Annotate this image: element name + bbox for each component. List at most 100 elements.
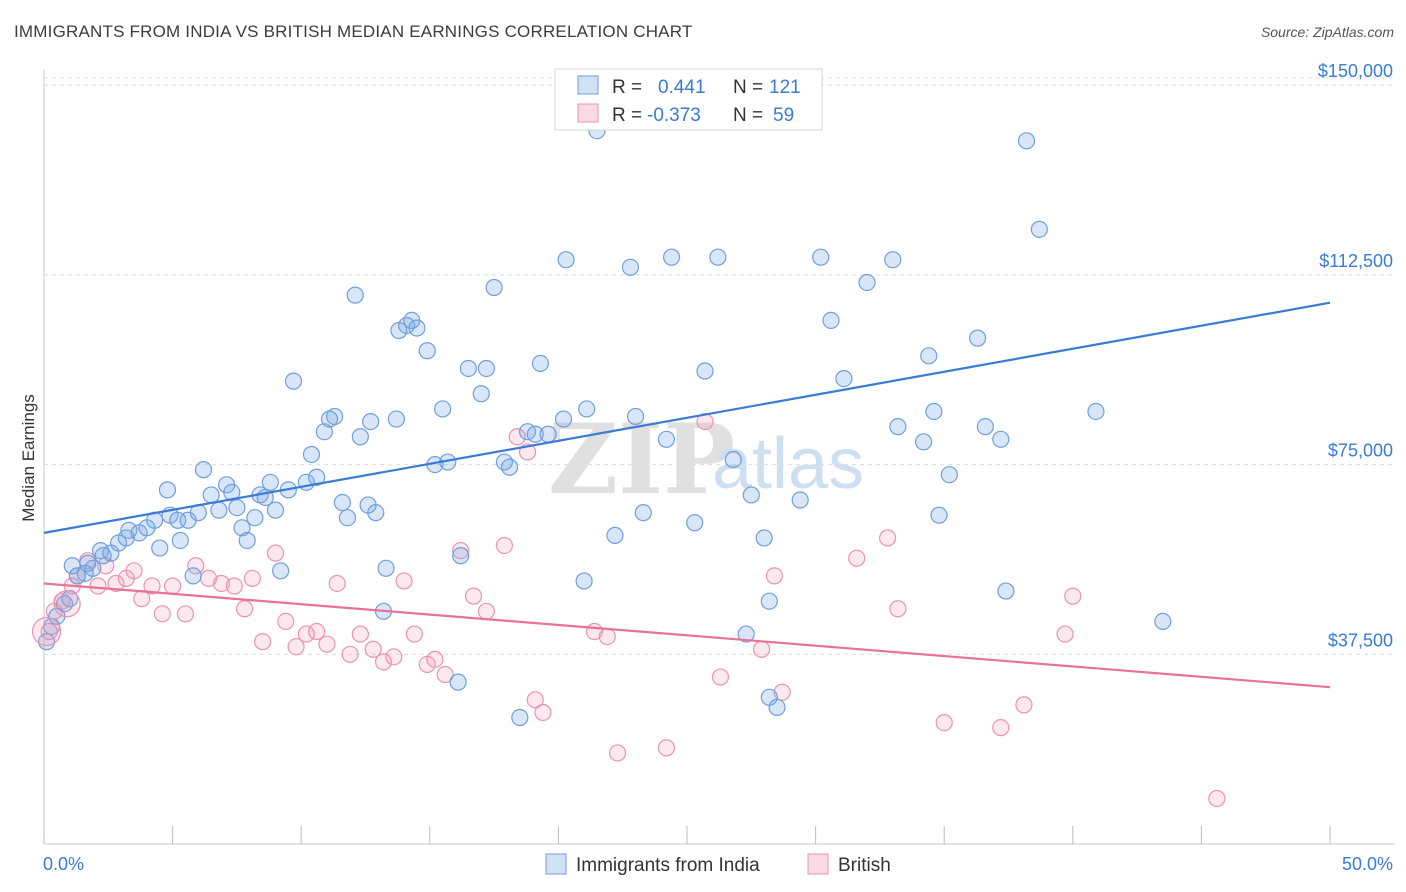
india-point	[925, 402, 943, 421]
india-point	[920, 347, 938, 365]
india-point	[737, 625, 755, 643]
india-point	[709, 248, 727, 266]
india-point	[768, 698, 786, 717]
british-point	[1064, 587, 1082, 605]
british-point	[287, 638, 305, 656]
british-point	[508, 428, 526, 446]
british-point	[341, 645, 359, 663]
india-point	[302, 445, 321, 464]
india-point	[696, 362, 714, 380]
british-trend-line	[43, 582, 1331, 689]
british-point	[526, 691, 544, 709]
x-tick-label-min: 0.0%	[43, 854, 84, 874]
british-point	[848, 549, 866, 567]
series-legend-label-british: British	[838, 855, 891, 876]
india-point	[495, 453, 513, 471]
british-point	[452, 541, 470, 560]
british-point	[266, 544, 285, 562]
india-point	[459, 359, 477, 378]
series-legend: Immigrants from India British	[545, 853, 891, 876]
british-point	[187, 557, 205, 575]
india-point	[210, 501, 228, 519]
legend-r-label: R =	[612, 105, 642, 126]
india-point	[37, 633, 56, 651]
series-legend-label-india: Immigrants from India	[576, 855, 760, 876]
british-point	[992, 719, 1010, 737]
india-point	[915, 433, 933, 451]
british-point	[153, 605, 171, 623]
chart-title: IMMIGRANTS FROM INDIA VS BRITISH MEDIAN …	[14, 22, 693, 41]
british-point	[405, 625, 423, 643]
british-point	[773, 683, 791, 701]
india-point	[760, 592, 778, 610]
british-point	[657, 739, 676, 757]
india-point	[228, 498, 246, 517]
india-point	[835, 369, 853, 388]
india-point	[889, 418, 907, 436]
british-point	[426, 650, 444, 668]
india-point	[315, 423, 333, 441]
india-point	[477, 359, 495, 378]
y-tick-label: $75,000	[1328, 441, 1393, 461]
british-point	[254, 633, 272, 651]
india-point	[223, 483, 241, 502]
india-point	[531, 354, 549, 373]
india-point	[272, 562, 290, 580]
india-point	[308, 468, 326, 486]
india-point	[472, 385, 490, 403]
british-point	[212, 574, 231, 593]
british-point	[308, 622, 326, 641]
legend-n-value: 59	[773, 105, 794, 126]
legend-r-value: 0.441	[658, 77, 706, 98]
legend-r-label: R =	[612, 77, 642, 98]
india-point	[452, 547, 470, 565]
india-point	[554, 410, 573, 428]
india-point	[284, 372, 303, 390]
india-point	[120, 521, 138, 539]
british-point	[889, 600, 907, 618]
y-tick-label: $112,500	[1319, 251, 1393, 271]
y-tick-label: $37,500	[1328, 630, 1393, 650]
british-point	[436, 665, 454, 684]
india-point	[1030, 220, 1048, 238]
india-point	[246, 509, 264, 527]
india-point	[940, 466, 958, 484]
scatter-points	[31, 122, 1226, 808]
india-point	[992, 430, 1010, 448]
british-point	[225, 577, 243, 595]
british-point	[711, 668, 730, 686]
india-point	[261, 473, 279, 491]
british-point	[243, 569, 261, 588]
british-point	[297, 625, 315, 643]
india-point	[1154, 612, 1172, 631]
british-point	[1208, 789, 1226, 808]
india-point	[791, 491, 809, 509]
legend: R = 0.441 N = 121 R = -0.373 N = 59	[554, 68, 823, 131]
india-point	[418, 342, 436, 360]
british-point	[31, 616, 62, 647]
british-point	[364, 640, 382, 658]
india-point	[202, 486, 220, 504]
legend-swatch-blue	[577, 75, 599, 95]
india-point	[84, 559, 102, 577]
india-point	[557, 251, 575, 269]
british-point	[107, 574, 125, 593]
gridlines	[44, 77, 1395, 655]
india-point	[930, 506, 948, 524]
india-point	[346, 286, 364, 304]
india-point	[511, 708, 529, 727]
british-point	[176, 605, 195, 623]
india-point	[742, 486, 760, 504]
british-point	[164, 577, 182, 595]
india-point	[578, 400, 596, 418]
india-point	[238, 531, 256, 550]
legend-box	[554, 68, 823, 131]
india-point	[233, 519, 251, 537]
india-point	[449, 673, 467, 691]
india-point	[626, 407, 645, 426]
british-point	[125, 562, 143, 580]
series-legend-swatch-blue	[545, 853, 567, 875]
british-point	[879, 529, 897, 547]
india-point	[526, 425, 544, 443]
